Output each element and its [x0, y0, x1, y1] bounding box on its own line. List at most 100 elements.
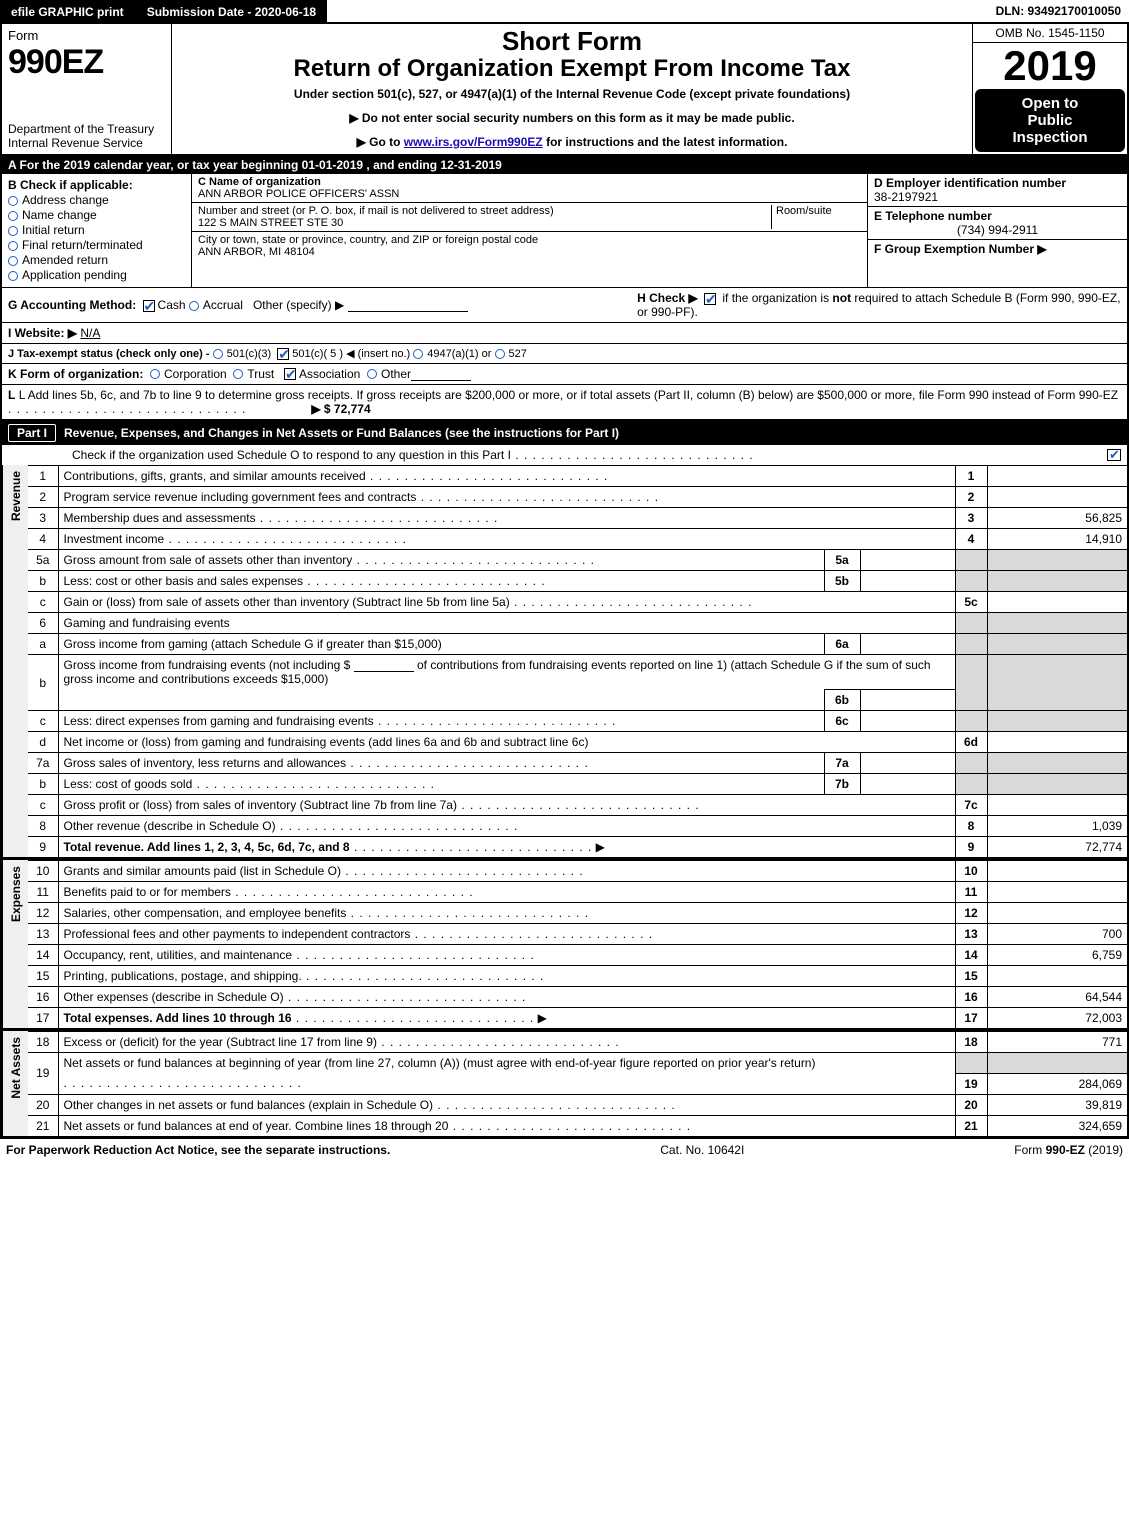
net-assets-section: Net Assets 18Excess or (deficit) for the… — [0, 1031, 1129, 1139]
h-not: not — [832, 291, 851, 305]
open-to-public: Open to Public Inspection — [975, 89, 1125, 152]
opt-address: Address change — [22, 193, 109, 207]
omb-number: OMB No. 1545-1150 — [973, 24, 1127, 43]
opt-amended: Amended return — [22, 253, 108, 267]
expenses-table: 10Grants and similar amounts paid (list … — [28, 860, 1127, 1029]
expenses-section: Expenses 10Grants and similar amounts pa… — [0, 860, 1129, 1031]
header-left: Form 990EZ Department of the Treasury In… — [2, 24, 172, 154]
chk-h[interactable] — [704, 293, 716, 305]
chk-final-return[interactable]: Final return/terminated — [8, 238, 185, 252]
h-text2: if the organization is — [722, 291, 832, 305]
efile-print-button[interactable]: efile GRAPHIC print — [0, 0, 135, 24]
department-label: Department of the Treasury Internal Reve… — [8, 122, 165, 150]
table-row: 4Investment income414,910 — [28, 529, 1127, 550]
chk-corp[interactable] — [150, 369, 160, 379]
table-row: 16Other expenses (describe in Schedule O… — [28, 987, 1127, 1008]
chk-501c3[interactable] — [213, 349, 223, 359]
table-row: 2Program service revenue including gover… — [28, 487, 1127, 508]
line-j: J Tax-exempt status (check only one) - 5… — [2, 343, 1127, 363]
period-end: 12-31-2019 — [440, 158, 501, 172]
addr-label: Number and street (or P. O. box, if mail… — [198, 205, 554, 217]
chk-application-pending[interactable]: Application pending — [8, 268, 185, 282]
line-a-period: A For the 2019 calendar year, or tax yea… — [2, 156, 1127, 174]
revenue-label: Revenue — [2, 465, 28, 858]
h-text1: H Check ▶ — [637, 291, 701, 305]
opt-accrual: Accrual — [203, 298, 243, 312]
table-row: 18Excess or (deficit) for the year (Subt… — [28, 1032, 1127, 1053]
table-row: cLess: direct expenses from gaming and f… — [28, 711, 1127, 732]
phone-value: (734) 994-2911 — [874, 223, 1121, 237]
table-row: 11Benefits paid to or for members11 — [28, 882, 1127, 903]
part-i-title: Revenue, Expenses, and Changes in Net As… — [64, 426, 619, 440]
part-i-tag: Part I — [8, 424, 56, 442]
d-label: D Employer identification number — [874, 176, 1066, 190]
form-word: Form — [8, 28, 165, 43]
note-ssn: ▶ Do not enter social security numbers o… — [178, 111, 966, 125]
org-name: ANN ARBOR POLICE OFFICERS' ASSN — [198, 188, 861, 200]
net-assets-label: Net Assets — [2, 1031, 28, 1137]
table-row: 7aGross sales of inventory, less returns… — [28, 753, 1127, 774]
subtitle-code-section: Under section 501(c), 527, or 4947(a)(1)… — [178, 87, 966, 101]
dept-treasury: Department of the Treasury — [8, 122, 154, 136]
opt-527: 527 — [509, 348, 527, 360]
line-k: K Form of organization: Corporation Trus… — [2, 363, 1127, 384]
paperwork-notice: For Paperwork Reduction Act Notice, see … — [6, 1143, 390, 1157]
irs-link[interactable]: www.irs.gov/Form990EZ — [404, 135, 543, 149]
chk-address-change[interactable]: Address change — [8, 193, 185, 207]
table-row: 19284,069 — [28, 1073, 1127, 1094]
table-row: cGross profit or (loss) from sales of in… — [28, 795, 1127, 816]
table-row: 14Occupancy, rent, utilities, and mainte… — [28, 945, 1127, 966]
room-suite: Room/suite — [771, 205, 861, 229]
j-label: J Tax-exempt status (check only one) - — [8, 348, 210, 360]
table-row: bLess: cost of goods sold7b — [28, 774, 1127, 795]
table-row: 15Printing, publications, postage, and s… — [28, 966, 1127, 987]
form-ref: Form 990-EZ (2019) — [1014, 1143, 1123, 1157]
submission-date-button[interactable]: Submission Date - 2020-06-18 — [135, 0, 327, 24]
chk-trust[interactable] — [233, 369, 243, 379]
line-a-box: A For the 2019 calendar year, or tax yea… — [0, 156, 1129, 421]
table-row: 19Net assets or fund balances at beginni… — [28, 1053, 1127, 1074]
chk-other-org[interactable] — [367, 369, 377, 379]
opt-initial: Initial return — [22, 223, 85, 237]
note-goto: ▶ Go to www.irs.gov/Form990EZ for instru… — [178, 135, 966, 149]
period-begin: 01-01-2019 — [302, 158, 363, 172]
chk-schedule-o[interactable] — [1107, 449, 1121, 461]
form-header: Form 990EZ Department of the Treasury In… — [0, 24, 1129, 156]
table-row: bLess: cost or other basis and sales exp… — [28, 571, 1127, 592]
chk-name-change[interactable]: Name change — [8, 208, 185, 222]
table-row: 1Contributions, gifts, grants, and simil… — [28, 466, 1127, 487]
dln-label: DLN: 93492170010050 — [988, 0, 1129, 24]
ein-value: 38-2197921 — [874, 190, 938, 204]
table-row: 12Salaries, other compensation, and empl… — [28, 903, 1127, 924]
c-label: C Name of organization — [198, 176, 861, 188]
chk-assoc[interactable] — [284, 368, 296, 380]
g-label: G Accounting Method: — [8, 298, 136, 312]
chk-527[interactable] — [495, 349, 505, 359]
top-bar: efile GRAPHIC print Submission Date - 20… — [0, 0, 1129, 24]
opt-501c3: 501(c)(3) — [227, 348, 272, 360]
org-address: 122 S MAIN STREET STE 30 — [198, 217, 343, 229]
chk-501c[interactable] — [277, 348, 289, 360]
chk-4947[interactable] — [413, 349, 423, 359]
chk-cash[interactable] — [143, 300, 155, 312]
header-mid: Short Form Return of Organization Exempt… — [172, 24, 972, 154]
table-row: 6Gaming and fundraising events — [28, 613, 1127, 634]
line-l: L L Add lines 5b, 6c, and 7b to line 9 t… — [2, 384, 1127, 419]
header-right: OMB No. 1545-1150 2019 Open to Public In… — [972, 24, 1127, 154]
table-row: 9Total revenue. Add lines 1, 2, 3, 4, 5c… — [28, 837, 1127, 858]
opt-assoc: Association — [299, 367, 360, 381]
table-row: bGross income from fundraising events (n… — [28, 655, 1127, 690]
opt-corp: Corporation — [164, 367, 227, 381]
opt-final: Final return/terminated — [22, 238, 143, 252]
opt-pending: Application pending — [22, 268, 127, 282]
chk-amended-return[interactable]: Amended return — [8, 253, 185, 267]
website-value: N/A — [80, 326, 100, 340]
goto-post: for instructions and the latest informat… — [543, 135, 788, 149]
part-i-sub: Check if the organization used Schedule … — [0, 445, 1129, 465]
table-row: 17Total expenses. Add lines 10 through 1… — [28, 1008, 1127, 1029]
table-row: 20Other changes in net assets or fund ba… — [28, 1094, 1127, 1115]
form-number: 990EZ — [8, 43, 165, 82]
chk-initial-return[interactable]: Initial return — [8, 223, 185, 237]
expenses-label: Expenses — [2, 860, 28, 1029]
chk-accrual[interactable] — [189, 301, 199, 311]
